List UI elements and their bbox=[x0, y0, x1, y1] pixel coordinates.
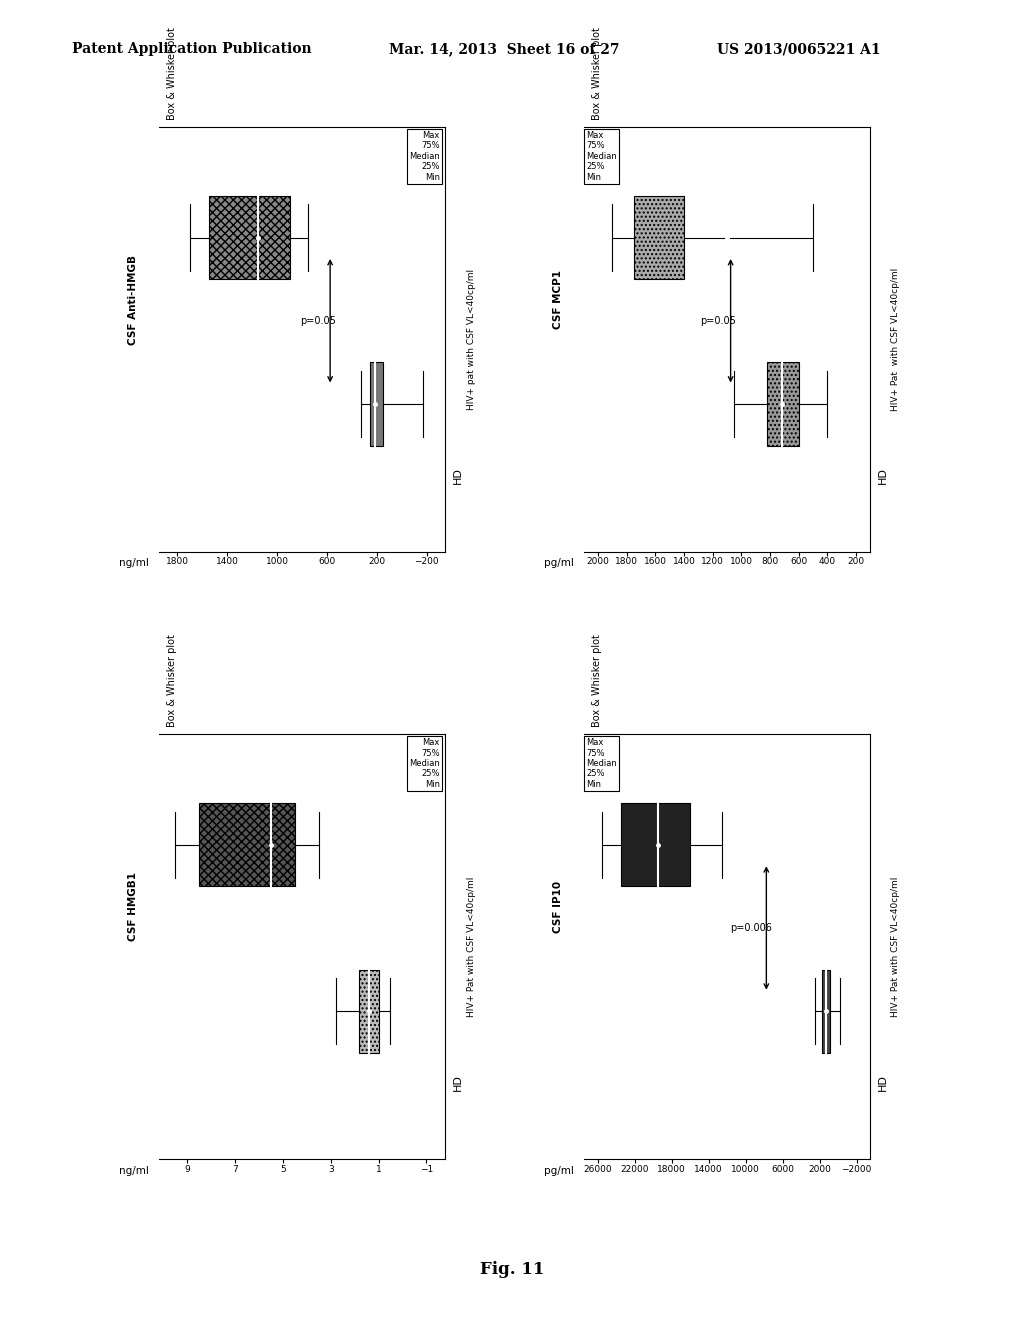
Bar bbox=[634, 195, 684, 280]
Text: HIV+ pat with CSF VL<40cp/ml: HIV+ pat with CSF VL<40cp/ml bbox=[467, 269, 475, 409]
Text: pg/ml: pg/ml bbox=[544, 558, 573, 569]
Text: HIV+ Pat with CSF VL<40cp/ml: HIV+ Pat with CSF VL<40cp/ml bbox=[467, 876, 475, 1016]
Text: Box & Whisker plot: Box & Whisker plot bbox=[592, 28, 602, 120]
Bar bbox=[370, 363, 383, 446]
Text: HD: HD bbox=[878, 1074, 888, 1090]
Bar bbox=[359, 969, 379, 1053]
Text: CSF MCP1: CSF MCP1 bbox=[553, 271, 563, 329]
Text: ng/ml: ng/ml bbox=[119, 558, 148, 569]
Text: p=0.05: p=0.05 bbox=[300, 315, 336, 326]
Text: Max
75%
Median
25%
Min: Max 75% Median 25% Min bbox=[587, 738, 617, 789]
Text: Box & Whisker plot: Box & Whisker plot bbox=[167, 28, 177, 120]
Text: CSF HMGB1: CSF HMGB1 bbox=[128, 873, 138, 941]
Text: Max
75%
Median
25%
Min: Max 75% Median 25% Min bbox=[409, 131, 439, 182]
Text: US 2013/0065221 A1: US 2013/0065221 A1 bbox=[717, 42, 881, 57]
Bar bbox=[621, 803, 690, 887]
Bar bbox=[822, 969, 829, 1053]
Text: p=0.006: p=0.006 bbox=[730, 923, 772, 933]
Text: HD: HD bbox=[453, 1074, 463, 1090]
Text: pg/ml: pg/ml bbox=[544, 1166, 573, 1176]
Bar bbox=[200, 803, 295, 887]
Text: HD: HD bbox=[878, 467, 888, 483]
Text: ng/ml: ng/ml bbox=[119, 1166, 148, 1176]
Text: HIV+ Pat  with CSF VL<40cp/ml: HIV+ Pat with CSF VL<40cp/ml bbox=[892, 268, 900, 411]
Bar bbox=[767, 363, 799, 446]
Text: Fig. 11: Fig. 11 bbox=[480, 1261, 544, 1278]
Text: Max
75%
Median
25%
Min: Max 75% Median 25% Min bbox=[409, 738, 439, 789]
Text: CSF Anti-HMGB: CSF Anti-HMGB bbox=[128, 255, 138, 345]
Text: p=0.05: p=0.05 bbox=[700, 315, 736, 326]
Text: HIV+ Pat with CSF VL<40cp/ml: HIV+ Pat with CSF VL<40cp/ml bbox=[892, 876, 900, 1016]
Text: HD: HD bbox=[453, 467, 463, 483]
Text: Box & Whisker plot: Box & Whisker plot bbox=[592, 635, 602, 727]
Text: Max
75%
Median
25%
Min: Max 75% Median 25% Min bbox=[587, 131, 617, 182]
Text: Mar. 14, 2013  Sheet 16 of 27: Mar. 14, 2013 Sheet 16 of 27 bbox=[389, 42, 620, 57]
Text: CSF IP10: CSF IP10 bbox=[553, 880, 563, 933]
Text: Patent Application Publication: Patent Application Publication bbox=[72, 42, 311, 57]
Text: Box & Whisker plot: Box & Whisker plot bbox=[167, 635, 177, 727]
Bar bbox=[209, 195, 290, 280]
